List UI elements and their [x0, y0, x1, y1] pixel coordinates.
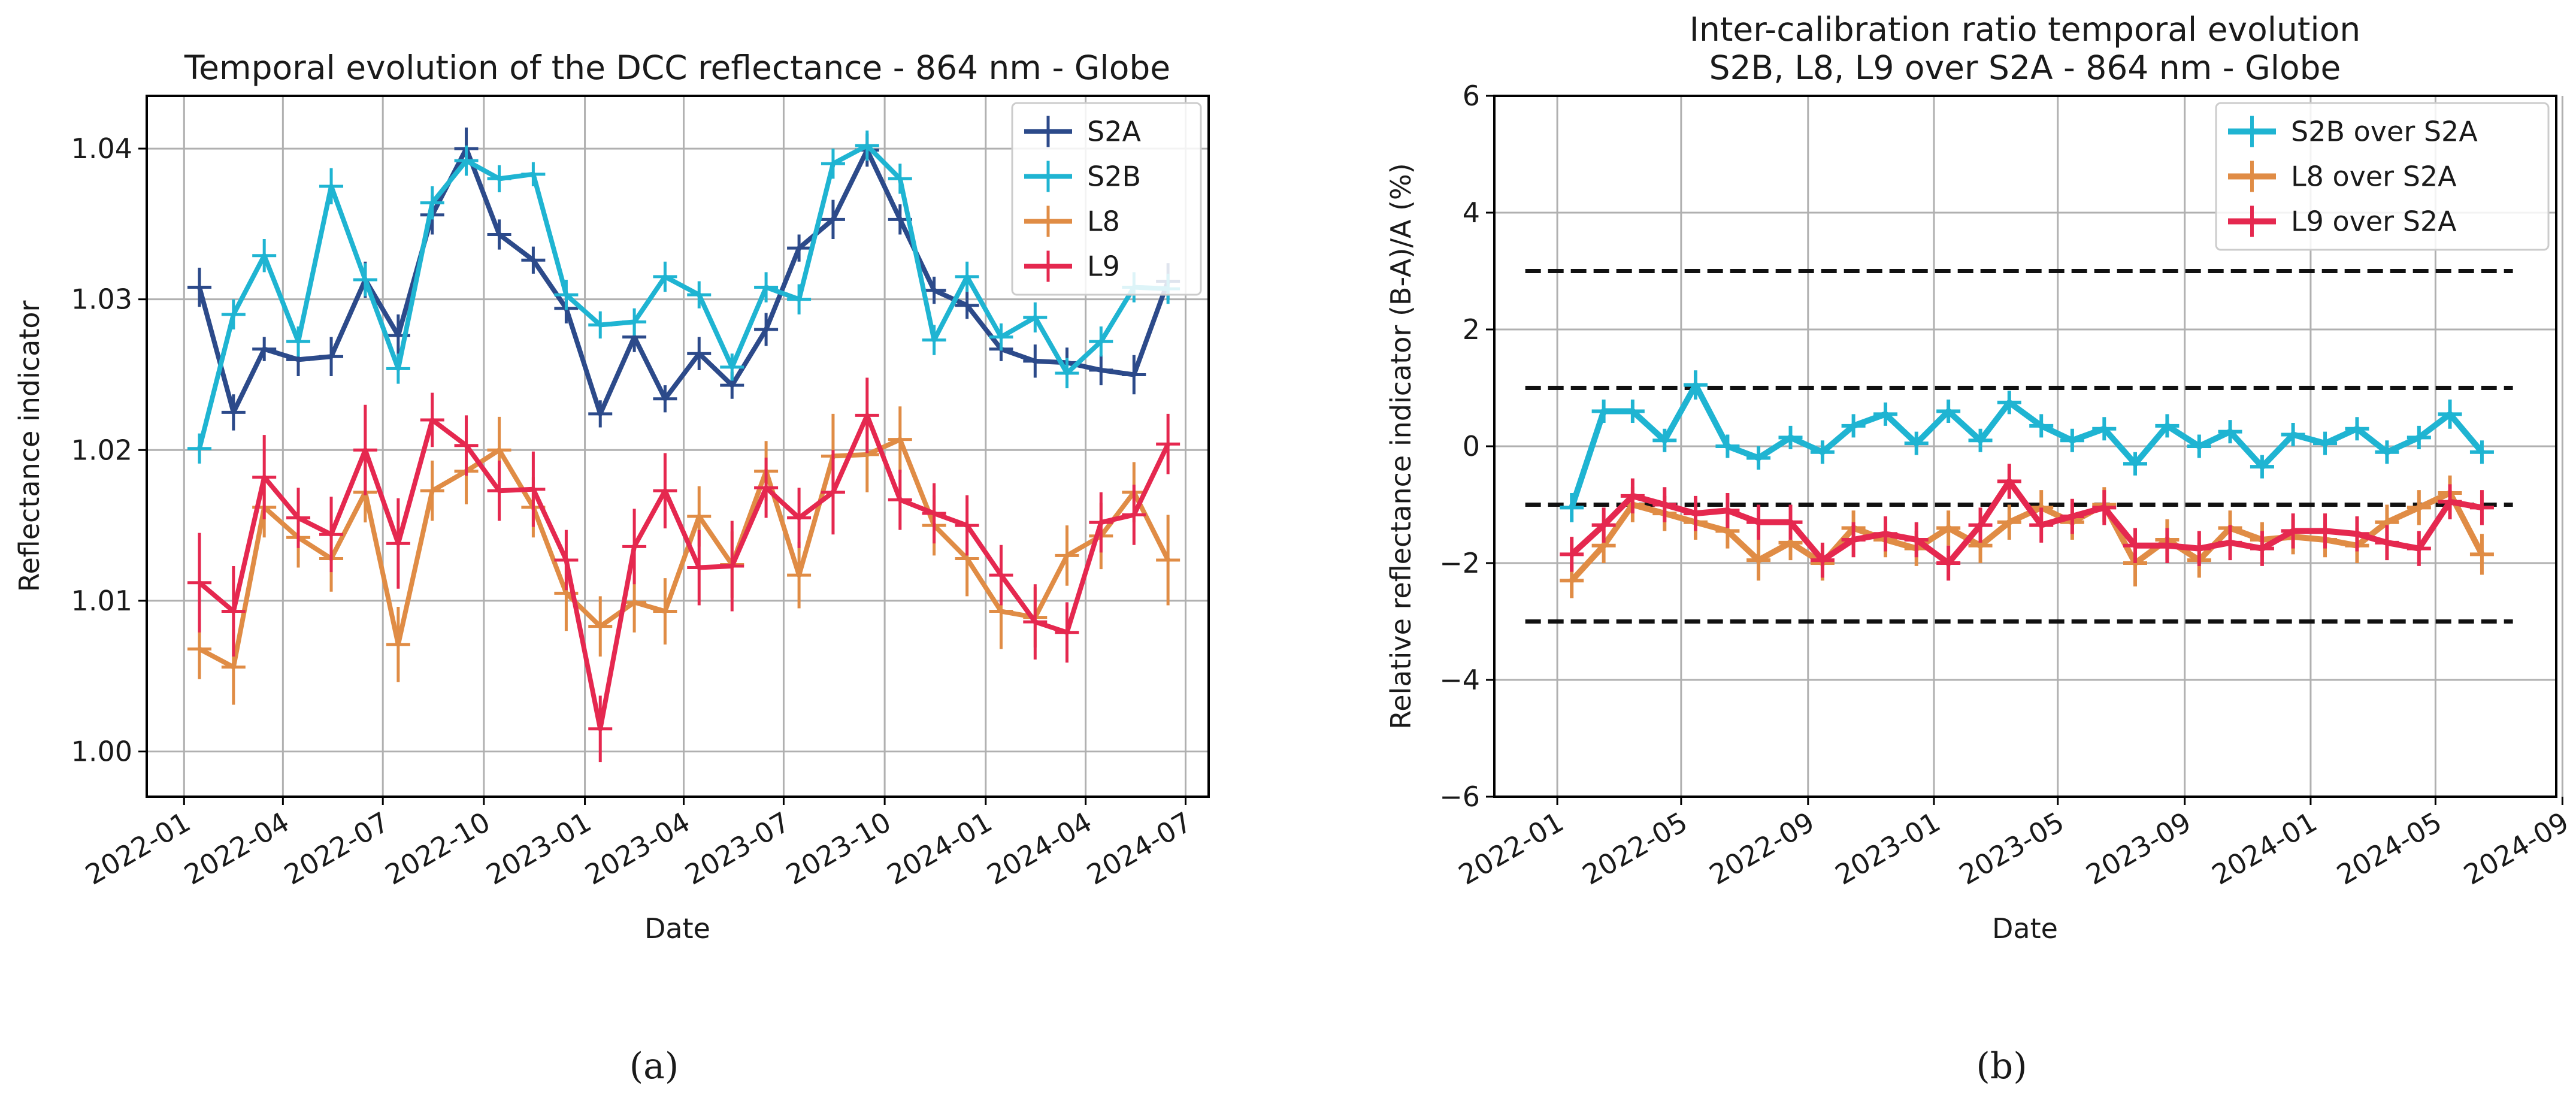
- panel-a-title: Temporal evolution of the DCC reflectanc…: [184, 49, 1170, 87]
- a-y-tick-label: 1.01: [71, 585, 132, 617]
- a-series-line: [197, 143, 1169, 449]
- panel-b-intercalibration-chart: Inter-calibration ratio temporal evoluti…: [1385, 10, 2574, 1087]
- panel-a-x-axis-label: Date: [644, 912, 710, 945]
- panel-b-caption: (b): [1976, 1045, 2027, 1087]
- panel-a-grid: [147, 96, 1209, 797]
- b-y-tick-label: 4: [1463, 196, 1480, 229]
- a-legend-label: S2B: [1087, 161, 1141, 193]
- panel-b-title-line-1: Inter-calibration ratio temporal evoluti…: [1690, 10, 2360, 49]
- a-y-tick-label: 1.03: [71, 283, 132, 316]
- panel-b-series-layer: [1560, 370, 2494, 598]
- b-series-s2b-over-s2a: [1560, 370, 2494, 522]
- a-series-l9: [187, 377, 1180, 763]
- a-legend-label: L8: [1087, 205, 1120, 238]
- panel-a-caption: (a): [629, 1045, 679, 1087]
- b-y-tick-label: 6: [1463, 80, 1480, 112]
- b-y-tick-label: −6: [1439, 781, 1480, 813]
- a-legend-label: L9: [1087, 250, 1120, 283]
- b-legend-label: S2B over S2A: [2291, 116, 2478, 148]
- a-y-tick-label: 1.02: [71, 434, 132, 466]
- b-y-tick-label: 0: [1463, 430, 1480, 462]
- b-series-l9-over-s2a: [1560, 464, 2494, 581]
- b-y-tick-label: 2: [1463, 313, 1480, 346]
- a-series-s2a: [187, 127, 1180, 431]
- panel-b-title-line-2: S2B, L8, L9 over S2A - 864 nm - Globe: [1709, 49, 2341, 87]
- b-y-tick-label: −2: [1439, 547, 1480, 579]
- b-legend-label: L9 over S2A: [2291, 205, 2457, 238]
- b-legend-box: [2215, 102, 2550, 251]
- a-legend-box: [1011, 102, 1202, 296]
- b-y-tick-label: −4: [1439, 664, 1480, 696]
- a-series-line: [197, 146, 1170, 416]
- b-legend-label: L8 over S2A: [2291, 161, 2457, 193]
- a-legend-label: S2A: [1087, 116, 1141, 148]
- panel-b-legend: S2B over S2A L8 over S2A L9 over S2A: [2215, 102, 2550, 251]
- panel-a-legend: S2A S2B L8 L9: [1011, 102, 1202, 296]
- b-series-line: [1569, 382, 2484, 509]
- panel-a-y-axis-label: Reflectance indicator: [13, 300, 46, 592]
- panel-b-y-axis-label: Relative reflectance indicator (B-A)/A (…: [1385, 163, 1417, 729]
- panel-a-plot-frame: [146, 95, 1210, 798]
- a-y-tick-label: 1.00: [71, 736, 132, 768]
- panel-b-reference-lines: [1525, 269, 2513, 624]
- a-series-line: [198, 413, 1170, 731]
- panel-b-x-axis-label: Date: [1992, 912, 2058, 945]
- a-y-tick-label: 1.04: [71, 132, 132, 165]
